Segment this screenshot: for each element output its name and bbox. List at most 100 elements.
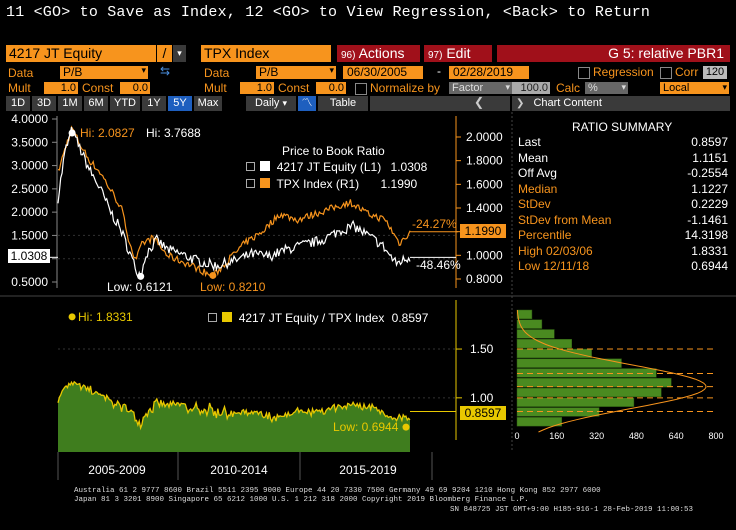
start-date-field[interactable]: 06/30/2005 [343, 65, 423, 79]
legend-tpx-name: TPX Index (R1) [276, 177, 360, 191]
bottom-legend-name: 4217 JT Equity / TPX Index [238, 311, 385, 325]
summary-label: Low 12/11/18 [518, 259, 590, 273]
security1-text: 4217 JT Equity [9, 45, 103, 61]
regression-checkbox[interactable] [578, 67, 590, 79]
histogram-bar [516, 378, 672, 388]
legend-equity-value: 1.0308 [390, 160, 428, 174]
footer-contacts-line1: Australia 61 2 9777 8600 Brazil 5511 239… [74, 487, 601, 495]
summary-value: -1.1461 [687, 212, 728, 227]
histogram-bar [516, 417, 563, 427]
legend-equity: 4217 JT Equity (L1) 1.0308 [246, 160, 427, 174]
period-button-3d[interactable]: 3D [32, 96, 56, 111]
period-button-1m[interactable]: 1M [58, 96, 82, 111]
chevron-down-icon: ▾ [329, 65, 334, 75]
tpx-pb-line [57, 125, 411, 279]
actions-key: 96) [341, 50, 356, 61]
const1-field[interactable]: 0.0 [120, 82, 150, 94]
edit-menu[interactable]: 97) Edit [424, 45, 492, 62]
mult2-field[interactable]: 1.0 [240, 82, 274, 94]
pct-change-tpx: -24.27% [412, 217, 457, 231]
summary-value: 0.8597 [691, 135, 728, 149]
left-tick-label: 3.0000 [11, 159, 48, 173]
security1-dropdown[interactable]: ▾ [173, 45, 186, 62]
table-button[interactable]: Table [318, 96, 368, 111]
bottom-chart-grid [58, 348, 456, 399]
legend-checkbox[interactable] [246, 162, 255, 171]
footer-session: SN 848725 JST GMT+9:00 H185-916-1 28-Feb… [450, 506, 694, 514]
normalize-checkbox[interactable] [355, 83, 367, 95]
left-tick-label: 1.5000 [11, 228, 48, 242]
last-value-ratio-tag: 0.8597 [460, 406, 506, 420]
end-date-field[interactable]: 02/28/2019 [449, 65, 529, 79]
low-label-ratio: Low: 0.6944 [333, 420, 399, 434]
currency-select[interactable]: Local ▾ [660, 82, 729, 94]
ratio-summary-title: RATIO SUMMARY [572, 120, 673, 134]
corr-checkbox[interactable] [660, 67, 672, 79]
last-value-tpx-tag: 1.1990 [460, 224, 506, 238]
low-label-equity: Low: 0.6121 [107, 280, 173, 294]
const1-label: Const [82, 81, 114, 95]
normalize-label: Normalize by [370, 81, 441, 95]
mult1-label: Mult [8, 81, 31, 95]
summary-label: Off Avg [518, 166, 557, 180]
period-button-5y[interactable]: 5Y [168, 96, 192, 111]
period-button-1y[interactable]: 1Y [142, 96, 166, 111]
chart-type-icon[interactable]: 〽 [298, 96, 316, 111]
pct-change-equity: -48.46% [416, 258, 461, 272]
calc-select[interactable]: % ▾ [585, 82, 628, 94]
period-button-max[interactable]: Max [194, 96, 222, 111]
period-button-ytd[interactable]: YTD [110, 96, 140, 111]
hi-marker-ratio [68, 313, 76, 321]
histogram-x-tick-label: 480 [629, 431, 644, 441]
security1-field[interactable]: 4217 JT Equity [6, 45, 156, 62]
top-chart-grid [58, 234, 456, 260]
swap-icon[interactable]: ⇆ [160, 64, 171, 78]
low-marker-equity [137, 272, 145, 280]
factor-field[interactable]: 100.0 [512, 82, 550, 94]
summary-label: Median [518, 181, 558, 196]
chevron-down-icon: ▾ [282, 98, 288, 108]
const2-field[interactable]: 0.0 [316, 82, 346, 94]
summary-label: Percentile [518, 228, 572, 242]
ratio-line [57, 380, 411, 431]
legend-swatch-white [260, 161, 271, 171]
chart-content-panel-header[interactable]: ❯ Chart Content [512, 96, 730, 111]
ratio-area [58, 381, 410, 452]
collapse-left-icon[interactable]: ❮ [474, 95, 485, 109]
histogram-x-tick-label: 800 [708, 431, 723, 441]
data2-field[interactable]: P/B ▾ [256, 65, 336, 79]
data1-field[interactable]: P/B ▾ [60, 65, 148, 79]
left-tick-label: 2.0000 [11, 205, 48, 219]
normalize-select[interactable]: Factor ▾ [449, 82, 512, 94]
right-tick-label: 0.8000 [466, 272, 503, 286]
bottom-tick-label: 1.00 [470, 391, 494, 405]
data2-value: P/B [259, 65, 279, 79]
hi-marker-equity [68, 129, 76, 137]
legend-checkbox[interactable] [208, 313, 217, 322]
summary-row: StDev from Mean -1.1461 [518, 213, 728, 228]
mult1-field[interactable]: 1.0 [44, 82, 78, 94]
low-label-tpx: Low: 0.8210 [200, 280, 266, 294]
summary-value: 1.1227 [691, 181, 728, 196]
summary-value: -0.2554 [687, 166, 728, 180]
security2-field[interactable]: TPX Index [201, 45, 331, 62]
histogram-bar [516, 387, 662, 398]
legend-checkbox[interactable] [246, 179, 255, 188]
right-tick-label: 1.6000 [466, 177, 503, 191]
period-button-1d[interactable]: 1D [6, 96, 30, 111]
page-title-bar: G 5: relative PBR1 [497, 45, 730, 62]
footer-contacts-line2: Japan 81 3 3201 8900 Singapore 65 6212 1… [74, 496, 529, 504]
chart-toolbar-spacer [370, 96, 510, 111]
summary-label: Mean [518, 150, 549, 165]
corr-period-field[interactable]: 120 [703, 66, 727, 79]
frequency-value: Daily [254, 97, 280, 109]
period-button-6m[interactable]: 6M [84, 96, 108, 111]
chart-area[interactable]: 4.0000 3.5000 3.0000 2.5000 2.0000 1.5000 1.00… [0, 112, 736, 484]
summary-value: 1.1151 [692, 150, 728, 165]
summary-row: Mean 1.1151 [518, 151, 728, 166]
actions-menu[interactable]: 96) Actions [337, 45, 420, 62]
end-date: 02/28/2019 [453, 65, 514, 79]
summary-value: 14.3198 [684, 228, 728, 242]
frequency-select[interactable]: Daily ▾ [246, 96, 296, 111]
right-tick-label: 1.8000 [466, 154, 503, 168]
